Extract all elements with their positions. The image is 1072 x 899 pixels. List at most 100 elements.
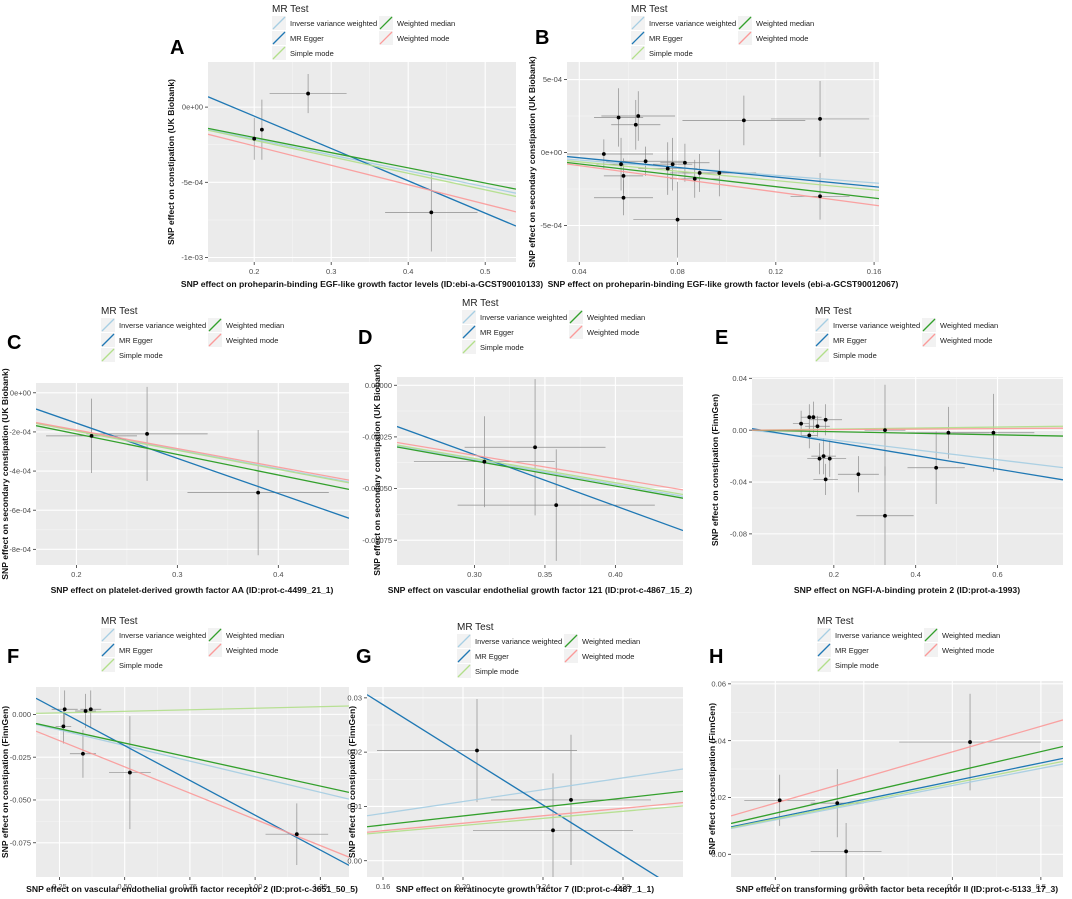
legend-item-label: Simple mode bbox=[290, 49, 334, 58]
legend-key-swatch bbox=[738, 16, 752, 30]
line-weighted-median bbox=[567, 161, 879, 200]
data-point bbox=[883, 513, 887, 518]
y-tick-label: -0.050 bbox=[10, 796, 31, 805]
legend-key-swatch bbox=[462, 325, 476, 339]
line-weighted-mode bbox=[731, 719, 1063, 817]
panel-G: 0.16 0.20 0.24 0.28 0.00 0.01 0.02 0.03 G MR Test… bbox=[347, 622, 683, 894]
legend: MR Test Inverse variance weighted Weighted… bbox=[101, 616, 284, 672]
y-tick-label: -0.025 bbox=[10, 753, 31, 762]
y-tick-label: 0.03 bbox=[347, 693, 362, 702]
plot-content bbox=[567, 80, 879, 258]
line-mr-egger bbox=[731, 757, 1063, 828]
line-mr-egger bbox=[397, 425, 683, 532]
x-tick-label: 0.16 bbox=[376, 882, 391, 891]
line-weighted-median bbox=[397, 446, 683, 499]
y-axis-label: SNP effect on secondary constipation (UK… bbox=[0, 368, 10, 580]
x-tick-label: 0.35 bbox=[538, 570, 553, 579]
x-tick-label: 0.2 bbox=[249, 267, 259, 276]
panel-letter: C bbox=[7, 332, 21, 354]
data-point bbox=[818, 117, 822, 121]
y-axis-label: SNP effect on constipation (FinnGen) bbox=[707, 703, 717, 855]
line-simple-mode bbox=[367, 805, 683, 835]
data-point bbox=[61, 724, 66, 729]
panel-letter: B bbox=[535, 27, 549, 49]
legend-key-swatch bbox=[569, 310, 583, 324]
data-point bbox=[777, 798, 782, 803]
legend-key-swatch bbox=[208, 643, 222, 657]
data-point bbox=[533, 445, 537, 450]
legend: MR Test Inverse variance weighted Weighted… bbox=[272, 4, 455, 60]
legend-item-label: Simple mode bbox=[833, 351, 877, 360]
legend-key-swatch bbox=[101, 643, 115, 657]
legend-key-swatch bbox=[101, 628, 115, 642]
plot-content bbox=[36, 690, 349, 866]
data-point bbox=[799, 421, 804, 426]
legend-item-label: MR Egger bbox=[480, 328, 514, 337]
legend-item-label: Weighted median bbox=[226, 631, 284, 640]
legend-key-swatch bbox=[457, 664, 471, 678]
line-weighted-mode bbox=[752, 427, 1063, 431]
data-point bbox=[482, 459, 487, 464]
data-point bbox=[429, 210, 434, 215]
panel-E: 0.2 0.4 0.6 0.04 0.00 -0.04 -0.08 E MR Test Inver… bbox=[710, 306, 1063, 595]
data-point bbox=[665, 166, 670, 171]
y-tick-label: -2e-04 bbox=[9, 428, 31, 437]
legend-key-swatch bbox=[564, 649, 578, 663]
data-point bbox=[621, 195, 626, 200]
legend-key-swatch bbox=[815, 348, 829, 362]
panel-D: 0.30 0.35 0.40 0.00000 -0.00025 -0.00050 -0.00… bbox=[358, 298, 692, 595]
x-tick-label: 0.6 bbox=[992, 570, 1002, 579]
legend-item-label: Inverse variance weighted bbox=[480, 313, 567, 322]
line-weighted-median bbox=[367, 790, 683, 828]
legend-title: MR Test bbox=[817, 616, 854, 627]
panel-A: 0.2 0.3 0.4 0.5 0e+00 -5e-04 -1e-03 A MR Test Inv… bbox=[166, 4, 543, 289]
x-tick-label: 0.28 bbox=[616, 882, 631, 891]
legend-key-swatch bbox=[815, 318, 829, 332]
legend-item-label: Simple mode bbox=[480, 343, 524, 352]
plot-background bbox=[731, 681, 1063, 877]
legend-item-label: Weighted median bbox=[940, 321, 998, 330]
y-tick-label: -5e-04 bbox=[181, 178, 203, 187]
line-weighted-mode bbox=[567, 163, 879, 207]
legend-key-swatch bbox=[101, 348, 115, 362]
legend-key-swatch bbox=[101, 333, 115, 347]
data-point bbox=[883, 428, 887, 433]
x-tick-label: 0.50 bbox=[117, 882, 132, 891]
plot-background bbox=[36, 383, 349, 565]
legend-item-label: Weighted mode bbox=[397, 34, 449, 43]
legend: MR Test Inverse variance weighted Weighted… bbox=[817, 616, 1000, 672]
line-weighted-mode bbox=[36, 421, 349, 481]
data-point bbox=[807, 433, 812, 438]
plot-content bbox=[731, 693, 1063, 877]
y-axis-label: SNP effect on constipation (FinnGen) bbox=[0, 706, 10, 858]
data-point bbox=[835, 801, 840, 806]
line-mr-egger bbox=[208, 96, 516, 227]
plot-background bbox=[567, 62, 879, 262]
legend-item-label: Weighted median bbox=[226, 321, 284, 330]
legend-item-label: Weighted mode bbox=[942, 646, 994, 655]
x-tick-label: 0.5 bbox=[480, 267, 490, 276]
y-tick-label: -0.08 bbox=[730, 529, 747, 538]
legend-item-label: MR Egger bbox=[649, 34, 683, 43]
legend-item-label: Inverse variance weighted bbox=[290, 19, 377, 28]
data-point bbox=[856, 472, 861, 477]
legend-key-swatch bbox=[815, 333, 829, 347]
y-tick-label: 0.02 bbox=[711, 793, 726, 802]
legend-key-swatch bbox=[922, 333, 936, 347]
data-point bbox=[621, 173, 626, 178]
y-tick-label: 0.06 bbox=[711, 679, 726, 688]
legend-key-swatch bbox=[564, 634, 578, 648]
data-point bbox=[821, 454, 826, 458]
data-point bbox=[252, 136, 257, 141]
legend-key-swatch bbox=[379, 16, 393, 30]
legend-title: MR Test bbox=[462, 298, 499, 309]
y-tick-label: -5e-04 bbox=[540, 221, 562, 230]
legend: MR Test Inverse variance weighted Weighted… bbox=[457, 622, 640, 678]
legend: MR Test Inverse variance weighted Weighted… bbox=[101, 306, 284, 362]
legend-title: MR Test bbox=[457, 622, 494, 633]
x-tick-label: 0.3 bbox=[326, 267, 336, 276]
legend-item-label: Weighted mode bbox=[582, 652, 634, 661]
legend-item-label: MR Egger bbox=[119, 336, 153, 345]
panel-letter: G bbox=[356, 646, 372, 668]
plot-content bbox=[208, 74, 516, 252]
